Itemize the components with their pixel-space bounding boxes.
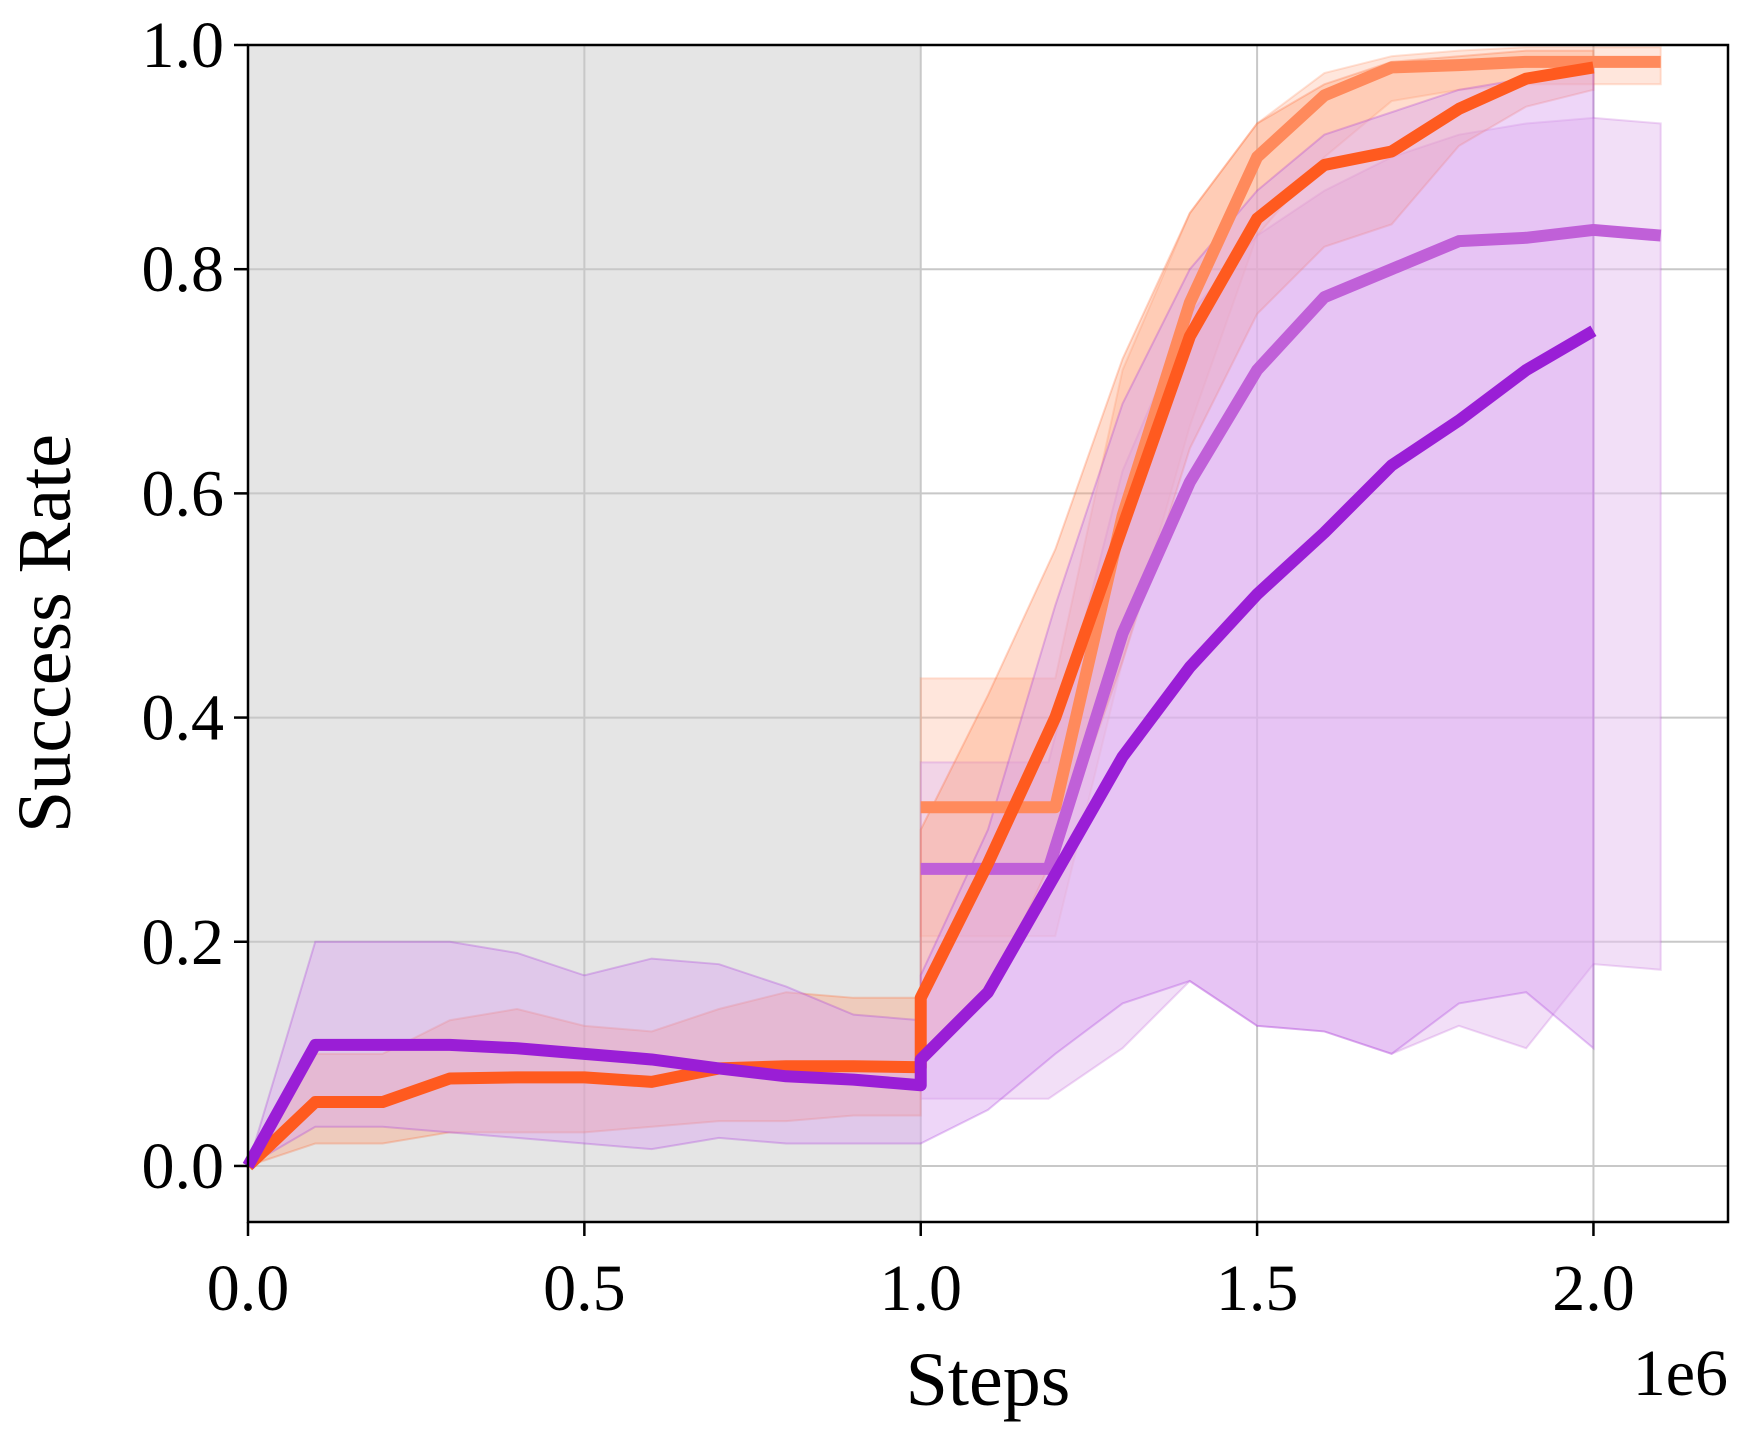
confidence-bands: [245, 46, 1662, 1169]
y-tick-label-0: 0.0: [142, 1130, 225, 1203]
y-tick-labels: 0.0 0.2 0.4 0.6 0.8 1.0: [142, 9, 225, 1203]
x-axis-title: Steps: [906, 1338, 1071, 1422]
x-tick-label-4: 2.0: [1552, 1252, 1635, 1325]
y-tick-label-4: 0.8: [142, 233, 225, 306]
x-axis-offset-label: 1e6: [1633, 1337, 1728, 1410]
x-tick-label-1: 0.5: [543, 1252, 626, 1325]
series-lines: [242, 55, 1662, 1171]
x-tick-label-2: 1.0: [879, 1252, 962, 1325]
x-tick-label-3: 1.5: [1216, 1252, 1299, 1325]
series-3-line: [242, 325, 1597, 1169]
y-tick-label-5: 1.0: [142, 9, 225, 82]
plot-area: [234, 43, 1730, 1236]
series-1-line: [920, 223, 1662, 875]
y-axis-title: Success Rate: [3, 434, 87, 833]
y-tick-label-2: 0.4: [142, 682, 225, 755]
x-tick-label-0: 0.0: [207, 1252, 290, 1325]
y-tick-label-1: 0.2: [142, 906, 225, 979]
tick-marks: [234, 43, 1595, 1236]
series-2-line: [243, 61, 1595, 1171]
x-tick-labels: 0.0 0.5 1.0 1.5 2.0: [207, 1252, 1635, 1325]
series-0-line: [920, 55, 1661, 814]
y-tick-label-3: 0.6: [142, 457, 225, 530]
axis-frame: [246, 43, 1730, 1224]
